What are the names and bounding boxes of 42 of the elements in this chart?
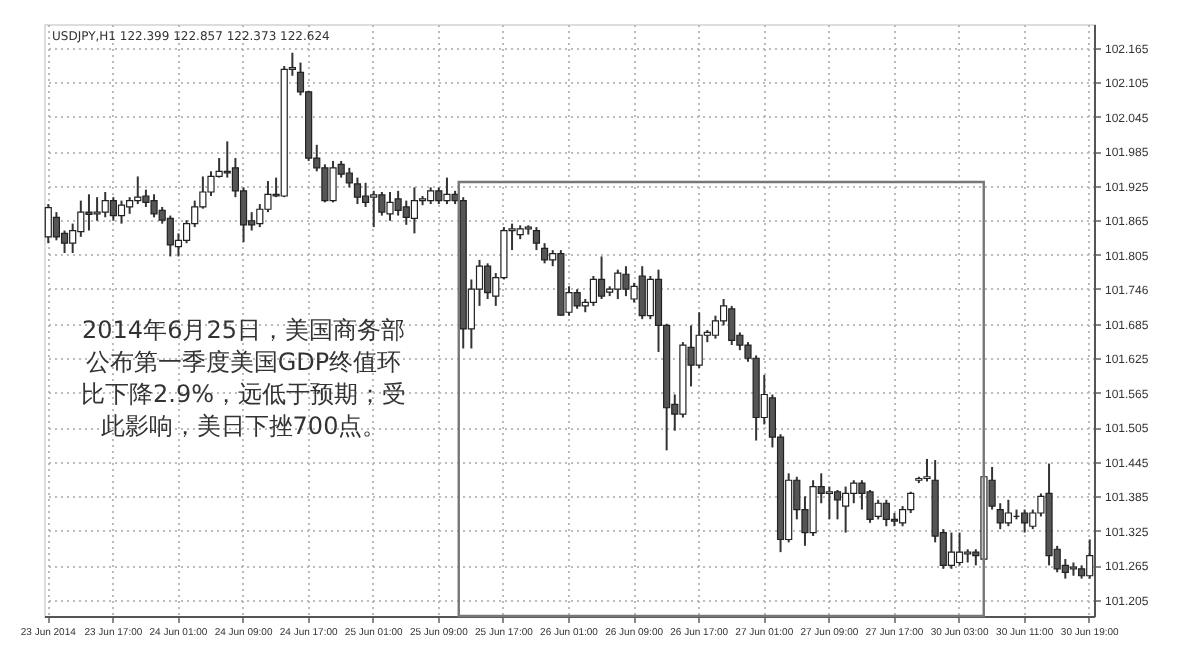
candlestick — [874, 498, 882, 521]
candlestick — [638, 265, 646, 321]
candlestick — [597, 255, 606, 300]
candlestick — [589, 274, 598, 307]
candlestick — [443, 176, 451, 206]
candlestick — [728, 304, 736, 347]
candlestick — [622, 265, 630, 298]
candlestick — [1086, 538, 1094, 580]
candlestick — [361, 181, 370, 208]
candlestick — [1004, 498, 1012, 528]
candlestick — [809, 479, 817, 538]
candlestick — [44, 203, 52, 245]
candlestick — [1021, 508, 1029, 534]
candlestick — [882, 498, 890, 528]
candlestick — [394, 189, 402, 217]
candlestick — [695, 311, 703, 370]
candlestick — [833, 489, 842, 521]
candlestick — [117, 199, 126, 225]
candlestick — [85, 193, 93, 232]
candlestick — [402, 199, 410, 226]
candlestick — [386, 190, 394, 222]
annotation: 2014年6月25日，美国商务部公布第一季度美国GDP终值环比下降2.9%，远低于预期；受此影响，美日下挫700点。 — [81, 316, 406, 440]
candlestick — [150, 193, 158, 219]
candlestick — [646, 274, 654, 321]
candlestick — [573, 288, 581, 310]
candlestick — [93, 196, 101, 222]
candlestick — [842, 485, 850, 534]
candlestick — [614, 268, 622, 300]
candlestick — [955, 531, 964, 567]
candlestick — [540, 242, 549, 265]
candlestick — [166, 214, 174, 258]
candlestick — [484, 262, 492, 300]
candlestick — [532, 226, 541, 252]
candlestick — [353, 176, 362, 206]
candlestick — [52, 211, 61, 242]
candlestick — [329, 159, 337, 204]
candlestick — [370, 189, 378, 229]
candlestick — [109, 196, 117, 222]
candlestick — [101, 190, 109, 219]
candlestick — [410, 186, 419, 235]
candlestick — [825, 485, 833, 521]
candlestick — [947, 531, 956, 570]
